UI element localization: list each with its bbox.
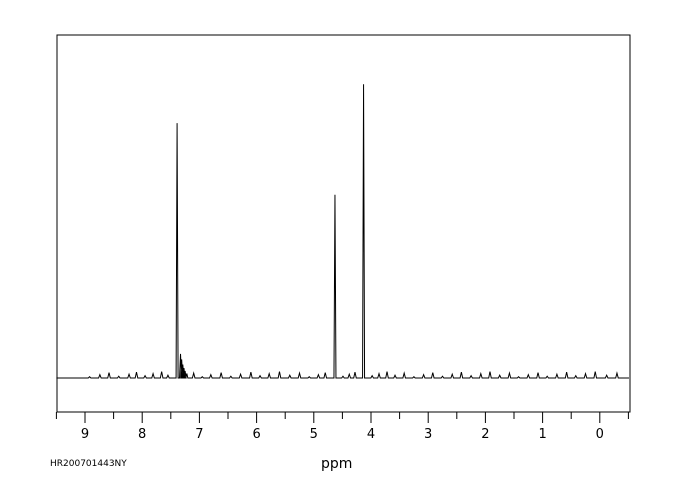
axis-tick-label: 5 — [310, 427, 318, 442]
axis-tick-label: 2 — [481, 427, 489, 442]
spectrum-trace — [56, 84, 629, 379]
axis-tick-label: 1 — [538, 427, 546, 442]
axis-tick-label: 8 — [138, 427, 146, 442]
sample-id-label: HR200701443NY — [50, 459, 127, 469]
axis-tick-marks — [55, 412, 629, 423]
axis-tick-label: 7 — [195, 427, 203, 442]
axis-tick-label: 4 — [367, 427, 375, 442]
axis-tick-label: 3 — [424, 427, 432, 442]
axis-tick-label: 0 — [596, 427, 604, 442]
axis-tick-label-group: 9 8 7 6 5 4 3 2 1 0 — [81, 427, 604, 442]
axis-tick-label: 6 — [252, 427, 260, 442]
x-axis-title: ppm — [321, 456, 352, 472]
plot-frame — [56, 34, 631, 413]
axis-tick-label: 9 — [81, 427, 89, 442]
